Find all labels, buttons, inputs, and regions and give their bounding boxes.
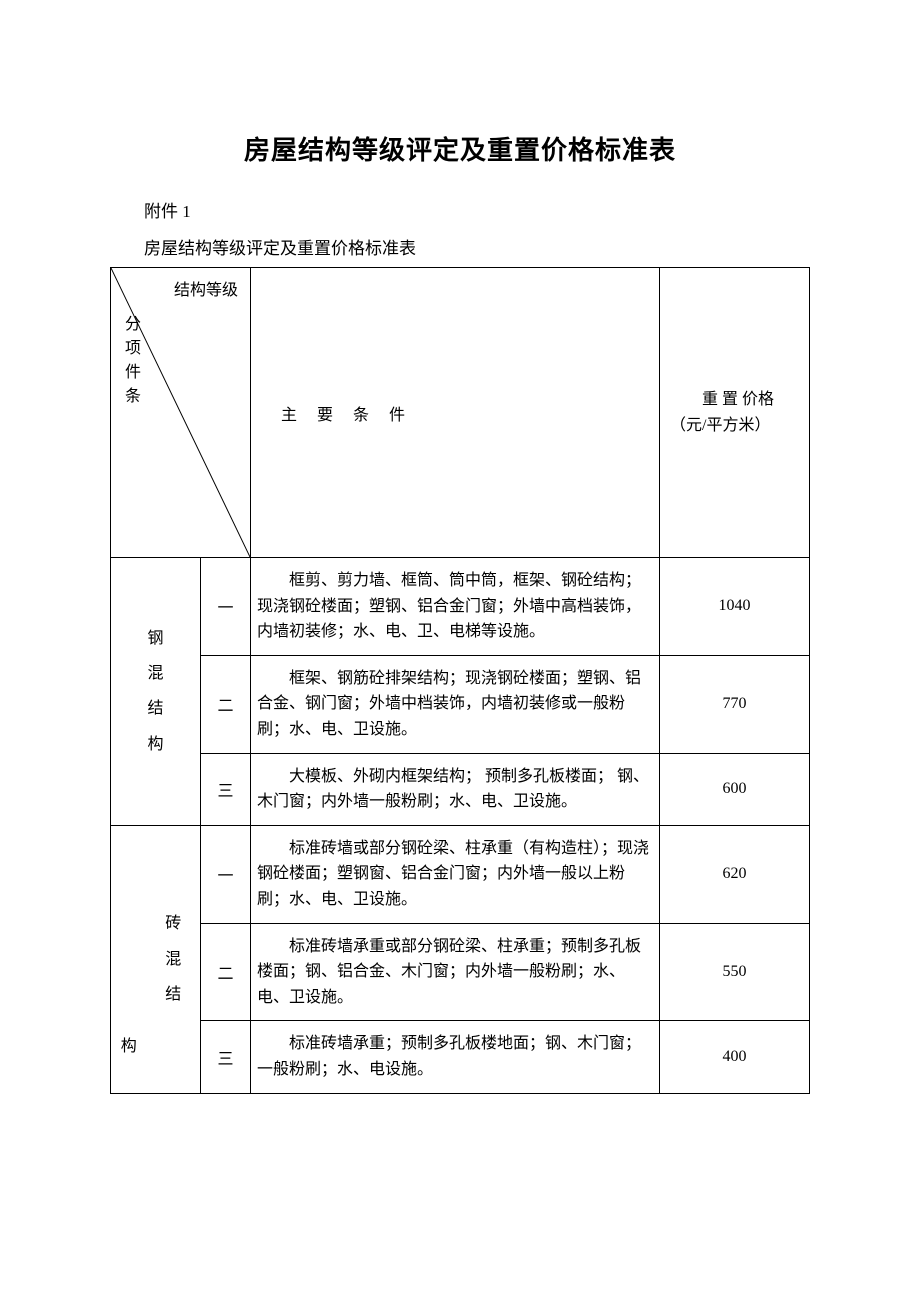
subtitle: 房屋结构等级评定及重置价格标准表	[110, 234, 810, 259]
grade-cell: 一	[201, 825, 251, 923]
header-main-condition: 主 要 条 件	[251, 268, 660, 558]
grade-cell: 三	[201, 1021, 251, 1093]
grade-cell: 一	[201, 558, 251, 656]
diagonal-header-cell: 结构等级 分 项 件 条	[111, 268, 251, 558]
attachment-label: 附件 1	[110, 197, 810, 222]
price-cell: 400	[660, 1021, 810, 1093]
price-cell: 1040	[660, 558, 810, 656]
price-cell: 550	[660, 923, 810, 1021]
table-header-row: 结构等级 分 项 件 条 主 要 条 件 重 置 价格 （元/平方米）	[111, 268, 810, 558]
condition-cell: 框架、钢筋砼排架结构；现浇钢砼楼面；塑钢、铝合金、钢门窗；外墙中档装饰，内墙初装…	[251, 655, 660, 753]
table-row: 构 砖 混 结 一 标准砖墙或部分钢砼梁、柱承重（有构造柱）；现浇钢砼楼面；塑钢…	[111, 825, 810, 923]
table-row: 三 大模板、外砌内框架结构； 预制多孔板楼面； 钢、木门窗；内外墙一般粉刷；水、…	[111, 753, 810, 825]
condition-cell: 标准砖墙承重；预制多孔板楼地面；钢、木门窗；一般粉刷；水、电设施。	[251, 1021, 660, 1093]
structure-type-outer: 构	[111, 825, 147, 1093]
grade-cell: 二	[201, 923, 251, 1021]
page-title: 房屋结构等级评定及重置价格标准表	[110, 130, 810, 167]
table-row: 三 标准砖墙承重；预制多孔板楼地面；钢、木门窗；一般粉刷；水、电设施。 400	[111, 1021, 810, 1093]
table-row: 二 标准砖墙承重或部分钢砼梁、柱承重；预制多孔板楼面；钢、铝合金、木门窗；内外墙…	[111, 923, 810, 1021]
condition-cell: 标准砖墙承重或部分钢砼梁、柱承重；预制多孔板楼面；钢、铝合金、木门窗；内外墙一般…	[251, 923, 660, 1021]
diagonal-line-icon	[111, 268, 250, 557]
price-cell: 600	[660, 753, 810, 825]
header-price: 重 置 价格 （元/平方米）	[660, 268, 810, 558]
condition-cell: 框剪、剪力墙、框筒、筒中筒，框架、钢砼结构；现浇钢砼楼面；塑钢、铝合金门窗；外墙…	[251, 558, 660, 656]
condition-cell: 大模板、外砌内框架结构； 预制多孔板楼面； 钢、木门窗；内外墙一般粉刷；水、电、…	[251, 753, 660, 825]
grade-cell: 二	[201, 655, 251, 753]
structure-type-inner: 砖 混 结	[147, 825, 201, 1093]
condition-cell: 标准砖墙或部分钢砼梁、柱承重（有构造柱）；现浇钢砼楼面；塑钢窗、铝合金门窗；内外…	[251, 825, 660, 923]
price-cell: 620	[660, 825, 810, 923]
table-row: 钢 混 结 构 一 框剪、剪力墙、框筒、筒中筒，框架、钢砼结构；现浇钢砼楼面；塑…	[111, 558, 810, 656]
standards-table: 结构等级 分 项 件 条 主 要 条 件 重 置 价格 （元/平方米） 钢 混 …	[110, 267, 810, 1094]
structure-type-cell: 钢 混 结 构	[111, 558, 201, 826]
header-struct-grade: 结构等级	[174, 276, 238, 300]
grade-cell: 三	[201, 753, 251, 825]
header-sub-item: 分 项 件 条	[125, 313, 141, 409]
table-row: 二 框架、钢筋砼排架结构；现浇钢砼楼面；塑钢、铝合金、钢门窗；外墙中档装饰，内墙…	[111, 655, 810, 753]
price-cell: 770	[660, 655, 810, 753]
